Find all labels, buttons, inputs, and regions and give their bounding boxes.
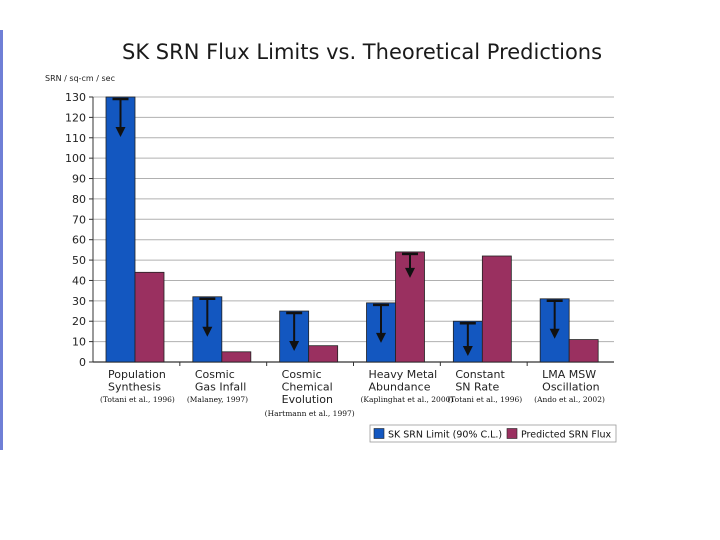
chart-title: SK SRN Flux Limits vs. Theoretical Predi… bbox=[122, 40, 603, 64]
y-tick-label: 60 bbox=[72, 234, 86, 247]
category-label: Chemical bbox=[282, 381, 333, 394]
y-tick-label: 110 bbox=[65, 132, 86, 145]
upper-limit-arrow-head bbox=[549, 328, 560, 339]
category-reference: (Totani et al., 1996) bbox=[100, 395, 175, 404]
category-label: Oscillation bbox=[542, 381, 599, 394]
category-label: Constant bbox=[455, 368, 505, 381]
predicted-bar bbox=[221, 351, 252, 363]
y-tick-label: 40 bbox=[72, 274, 86, 287]
category-label: Cosmic bbox=[195, 368, 235, 381]
y-tick-label: 0 bbox=[79, 356, 86, 369]
category-reference: (Hartmann et al., 1997) bbox=[265, 409, 355, 418]
category-label: Abundance bbox=[369, 381, 431, 394]
legend-swatch bbox=[506, 428, 518, 439]
category-label: Heavy Metal bbox=[369, 368, 438, 381]
y-tick-label: 50 bbox=[72, 254, 86, 267]
upper-limit-arrow-head bbox=[289, 341, 300, 352]
predicted-bar bbox=[308, 345, 339, 363]
y-tick-label: 120 bbox=[65, 111, 86, 124]
legend-box bbox=[369, 424, 617, 443]
predicted-bar bbox=[568, 339, 599, 363]
y-tick-label: 130 bbox=[65, 91, 86, 104]
y-tick-label: 10 bbox=[72, 336, 86, 349]
category-label: Cosmic bbox=[282, 368, 322, 381]
category-reference: (Ando et al., 2002) bbox=[534, 395, 605, 404]
predicted-arrow-head bbox=[405, 267, 415, 278]
y-tick-label: 20 bbox=[72, 315, 86, 328]
legend-label: SK SRN Limit (90% C.L.) bbox=[388, 430, 502, 441]
legend-swatch bbox=[373, 428, 385, 439]
category-reference: (Totani et al., 1996) bbox=[447, 395, 522, 404]
category-reference: (Kaplinghat et al., 2000) bbox=[361, 395, 454, 404]
upper-limit-arrow-head bbox=[115, 127, 126, 137]
upper-limit-arrow-head bbox=[376, 332, 386, 343]
upper-limit-arrow-head bbox=[462, 346, 473, 356]
category-label: LMA MSW bbox=[542, 368, 596, 381]
y-tick-label: 90 bbox=[72, 173, 86, 186]
y-axis-label: SRN / sq-cm / sec bbox=[45, 74, 115, 83]
y-tick-label: 70 bbox=[72, 213, 86, 226]
category-label: Gas Infall bbox=[195, 381, 246, 394]
category-label: SN Rate bbox=[455, 381, 499, 394]
legend-label: Predicted SRN Flux bbox=[521, 430, 611, 441]
y-tick-label: 100 bbox=[65, 152, 86, 165]
limit-bar bbox=[105, 96, 136, 363]
y-tick-label: 80 bbox=[72, 193, 86, 206]
y-tick-label: 30 bbox=[72, 295, 86, 308]
category-label: Population bbox=[108, 368, 166, 381]
category-reference: (Malaney, 1997) bbox=[187, 395, 248, 404]
category-label: Synthesis bbox=[108, 381, 161, 394]
upper-limit-arrow-head bbox=[202, 326, 213, 337]
predicted-bar bbox=[134, 271, 165, 363]
category-label: Evolution bbox=[282, 393, 333, 406]
left-accent-rule bbox=[0, 30, 3, 450]
predicted-bar bbox=[481, 255, 512, 363]
